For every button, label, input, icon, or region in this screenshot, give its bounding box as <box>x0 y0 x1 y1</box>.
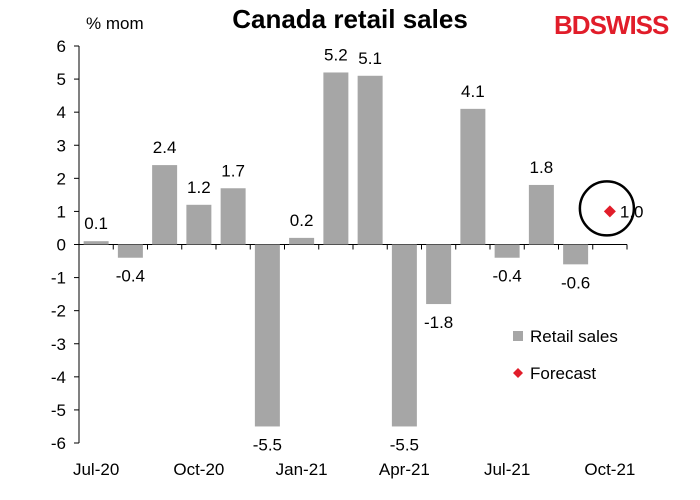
y-tick-label: -1 <box>51 269 66 288</box>
y-tick-label: 0 <box>57 236 66 255</box>
bar-data-label: 5.2 <box>324 45 348 64</box>
bar-data-label: -0.4 <box>492 267 521 286</box>
bdswiss-logo: BDSWISS <box>554 10 670 41</box>
x-tick-label: Oct-21 <box>584 460 635 479</box>
bar-retail-sales <box>289 237 315 245</box>
forecast-data-label: 1.0 <box>620 202 644 221</box>
y-tick-label: 6 <box>57 37 66 56</box>
bar-data-label: 2.4 <box>153 138 177 157</box>
legend-swatch-forecast <box>513 368 523 378</box>
bar-data-label: -1.8 <box>424 313 453 332</box>
bar-retail-sales <box>426 244 452 305</box>
bar-retail-sales <box>186 204 212 245</box>
bar-data-label: 5.1 <box>358 49 382 68</box>
bar-data-label: -0.6 <box>561 273 590 292</box>
bar-retail-sales <box>563 244 589 265</box>
bar-data-label: -5.5 <box>390 435 419 454</box>
forecast-annotation-circle <box>578 180 636 237</box>
bar-retail-sales <box>117 244 143 258</box>
bar-data-label: 0.2 <box>290 211 314 230</box>
y-tick-label: -5 <box>51 401 66 420</box>
bar-retail-sales <box>460 108 486 245</box>
bar-retail-sales <box>323 72 349 245</box>
logo-text-swiss: SWISS <box>589 10 670 40</box>
bar-retail-sales <box>254 244 280 427</box>
x-tick-label: Apr-21 <box>379 460 430 479</box>
bar-retail-sales <box>391 244 417 427</box>
legend-label-forecast: Forecast <box>530 364 596 383</box>
y-tick-label: 5 <box>57 70 66 89</box>
bar-data-label: -0.4 <box>116 267 145 286</box>
bar-retail-sales <box>494 244 520 258</box>
y-tick-label: 4 <box>57 103 66 122</box>
y-tick-label: 1 <box>57 202 66 221</box>
x-tick-label: Jul-20 <box>73 460 119 479</box>
bar-retail-sales <box>357 75 383 245</box>
legend-label-retail-sales: Retail sales <box>530 327 618 346</box>
bar-retail-sales <box>528 184 554 245</box>
y-tick-label: -4 <box>51 368 66 387</box>
forecast-point <box>603 205 616 218</box>
bar-retail-sales <box>220 188 246 245</box>
x-tick-label: Oct-20 <box>173 460 224 479</box>
y-tick-label: -3 <box>51 335 66 354</box>
chart-title: Canada retail sales <box>232 4 468 34</box>
bar-retail-sales <box>83 241 109 245</box>
bar-data-label: 1.8 <box>530 158 554 177</box>
y-tick-label: 2 <box>57 169 66 188</box>
y-tick-label: -6 <box>51 434 66 453</box>
bar-data-label: 1.7 <box>221 161 245 180</box>
y-tick-label: -2 <box>51 302 66 321</box>
y-axis-unit-label: % mom <box>86 14 144 33</box>
bar-data-label: 4.1 <box>461 82 485 101</box>
legend-swatch-retail-sales <box>513 331 523 341</box>
y-tick-label: 3 <box>57 136 66 155</box>
bar-data-label: 1.2 <box>187 178 211 197</box>
logo-text-bd: BD <box>554 10 591 40</box>
bar-data-label: -5.5 <box>253 435 282 454</box>
x-tick-label: Jan-21 <box>276 460 328 479</box>
x-tick-label: Jul-21 <box>484 460 530 479</box>
bar-data-label: 0.1 <box>84 214 108 233</box>
bar-retail-sales <box>152 165 178 245</box>
